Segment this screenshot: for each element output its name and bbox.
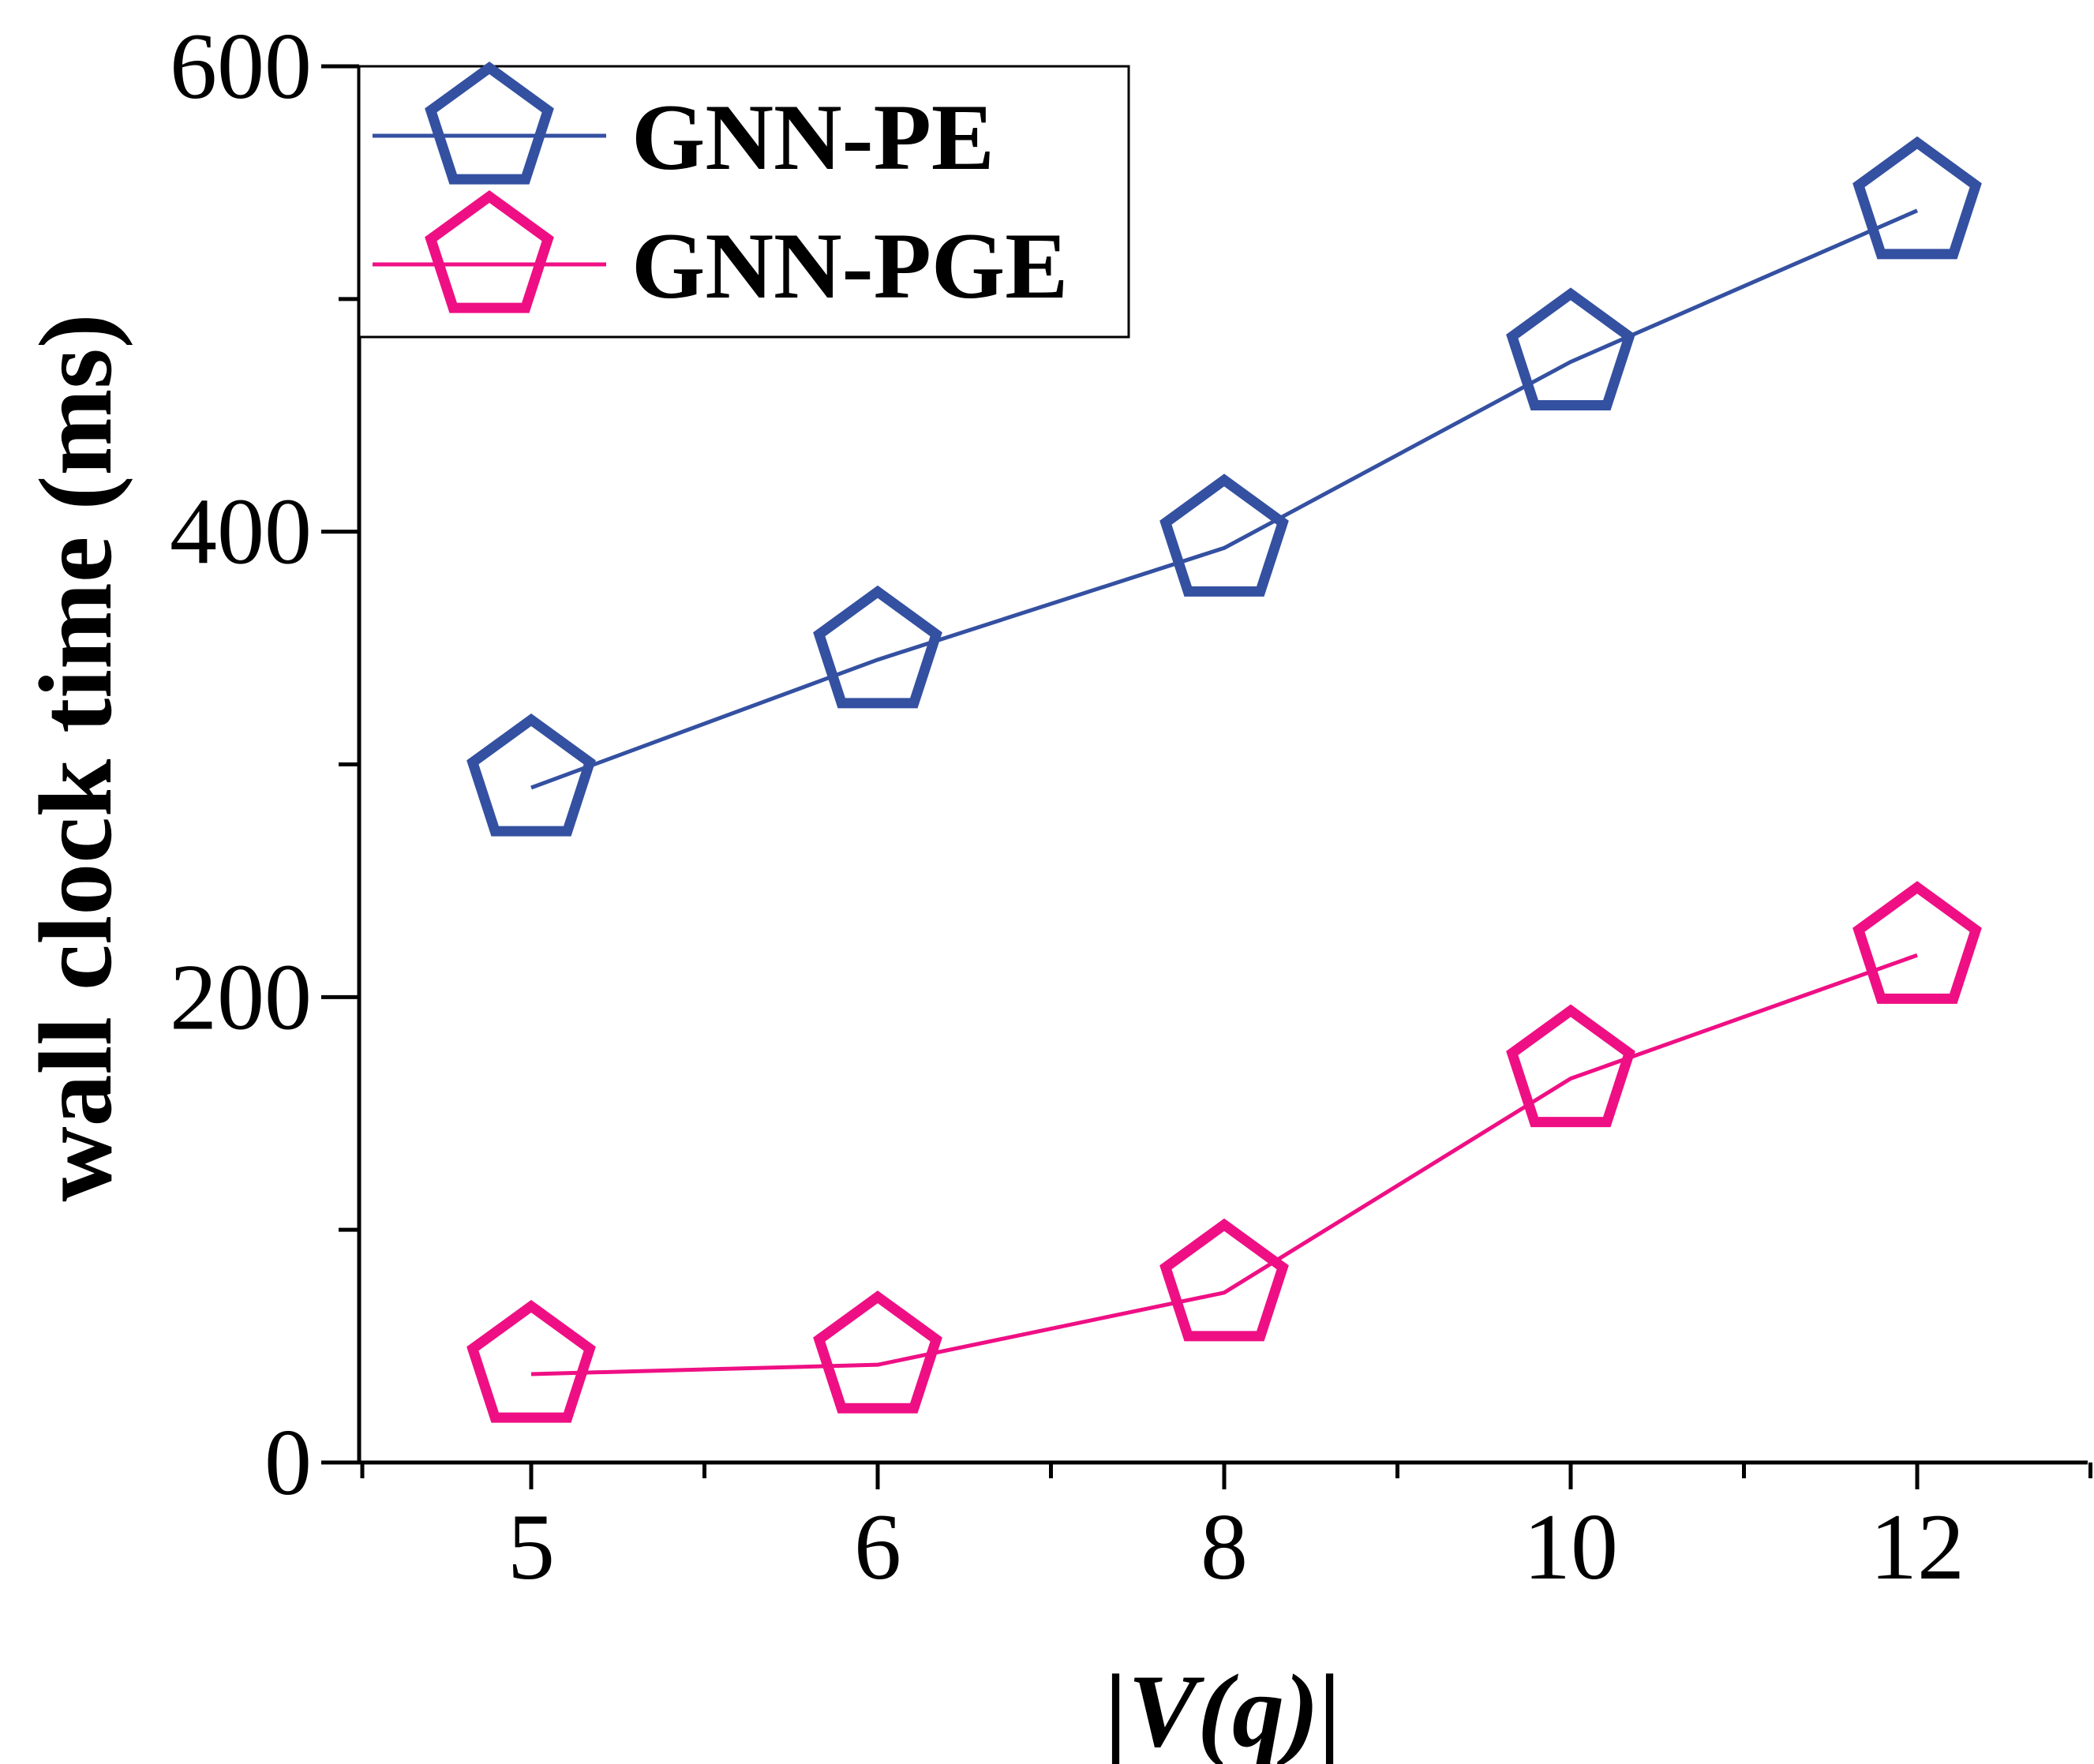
legend-item-gnn-pe: GNN-PE — [373, 61, 995, 189]
legend-marker — [425, 61, 554, 185]
series-gnn-pge — [466, 881, 1982, 1423]
legend-item-gnn-pge: GNN-PGE — [373, 189, 1068, 318]
series-layer — [466, 136, 1982, 1423]
y-axis-title: wall clock time (ms) — [17, 313, 133, 1201]
y-tick-label: 0 — [264, 1410, 312, 1515]
y-tick-label: 600 — [170, 13, 312, 118]
data-point — [1506, 287, 1635, 410]
data-point — [466, 713, 596, 837]
axes: 0 200 400 600 5 6 8 10 12 — [170, 13, 2092, 1599]
series-line — [530, 208, 1919, 790]
x-tick-label: 12 — [1870, 1494, 1965, 1599]
y-tick-label: 200 — [170, 944, 312, 1049]
legend: GNN-PE GNN-PGE — [358, 61, 1130, 339]
data-point — [1852, 136, 1982, 260]
data-point — [813, 585, 942, 709]
data-point — [1852, 881, 1982, 1004]
data-point — [1159, 1218, 1289, 1342]
legend-label: GNN-PE — [631, 84, 995, 189]
x-axis-title: |V(q)| — [1105, 1653, 1342, 1764]
data-point — [466, 1299, 596, 1423]
x-tick-label: 5 — [508, 1494, 555, 1599]
x-tick-label: 8 — [1201, 1494, 1248, 1599]
series-line — [530, 953, 1918, 1376]
legend-label: GNN-PGE — [631, 213, 1068, 318]
x-tick-label: 6 — [854, 1494, 901, 1599]
y-tick-label: 400 — [170, 479, 312, 584]
data-point — [813, 1290, 942, 1414]
legend-marker — [425, 189, 554, 313]
data-point — [1159, 474, 1289, 597]
series-gnn-pe — [466, 136, 1982, 837]
x-tick-label: 10 — [1523, 1494, 1618, 1599]
data-point — [1506, 1004, 1635, 1128]
